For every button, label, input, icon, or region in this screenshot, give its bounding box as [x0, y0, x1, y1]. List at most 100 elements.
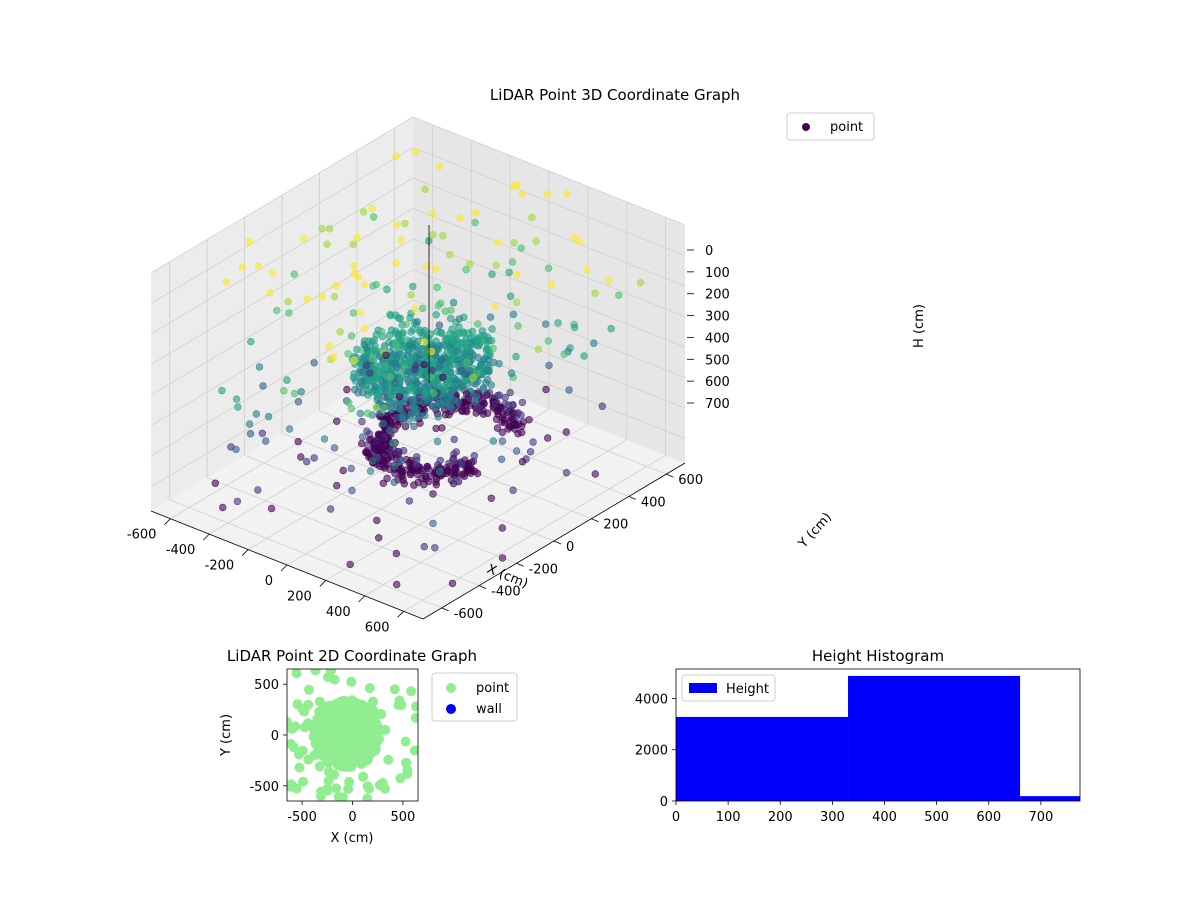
- points-2d: [287, 669, 418, 801]
- data-point-3d: [500, 416, 509, 424]
- data-point-2d: [323, 766, 334, 777]
- x-tick-label-2d: 0: [348, 810, 356, 825]
- data-point-3d: [498, 524, 506, 532]
- y-tick-mark-3d: [553, 540, 562, 545]
- data-point-3d: [512, 298, 521, 306]
- data-point-3d: [518, 398, 527, 407]
- data-point-3d: [290, 270, 298, 278]
- data-point-3d: [437, 356, 446, 364]
- data-point-3d: [348, 486, 356, 495]
- data-point-3d: [345, 398, 353, 407]
- data-point-3d: [446, 402, 454, 410]
- y-tick-mark-3d: [441, 607, 449, 612]
- data-point-3d: [356, 308, 365, 316]
- data-point-3d: [636, 279, 645, 287]
- data-point-2d: [362, 731, 373, 742]
- data-point-3d: [453, 376, 461, 384]
- data-point-3d: [266, 289, 274, 297]
- data-point-3d: [365, 376, 373, 385]
- y-tick-label-histogram: 2000: [635, 744, 668, 759]
- data-point-3d: [542, 385, 550, 394]
- data-point-3d: [395, 393, 404, 401]
- data-point-3d: [410, 422, 418, 431]
- data-point-3d: [360, 280, 369, 289]
- data-point-2d: [383, 754, 394, 765]
- data-point-3d: [534, 345, 543, 353]
- data-point-2d: [356, 743, 367, 754]
- grid-line-z: [150, 208, 414, 365]
- data-point-3d: [264, 412, 273, 421]
- data-point-3d: [343, 385, 351, 394]
- data-point-3d: [554, 319, 562, 327]
- legend-marker-point-3d: [802, 123, 810, 131]
- data-point-2d: [310, 669, 321, 676]
- data-point-3d: [300, 234, 308, 243]
- data-point-2d: [411, 701, 418, 712]
- data-point-3d: [504, 401, 512, 409]
- data-point-3d: [463, 390, 471, 398]
- data-point-3d: [360, 325, 369, 333]
- data-point-3d: [444, 466, 452, 474]
- y-tick-mark-3d: [666, 473, 674, 478]
- data-point-3d: [517, 428, 526, 437]
- y-tick-label-3d: 0: [566, 540, 574, 555]
- data-point-3d: [354, 273, 362, 281]
- data-point-3d: [416, 326, 424, 334]
- data-point-2d: [394, 695, 405, 706]
- data-point-3d: [509, 310, 518, 319]
- data-point-3d: [492, 261, 500, 269]
- data-point-3d: [429, 389, 438, 397]
- data-point-3d: [458, 366, 466, 375]
- data-point-3d: [407, 291, 415, 299]
- x-tick-label-3d: -400: [166, 543, 196, 558]
- x-tick-mark-3d: [164, 518, 171, 525]
- data-point-3d: [379, 479, 387, 487]
- data-point-3d: [370, 213, 378, 221]
- data-point-3d: [505, 268, 513, 277]
- data-point-3d: [511, 420, 519, 428]
- data-point-3d: [434, 381, 442, 389]
- data-point-3d: [408, 466, 417, 474]
- data-point-3d: [452, 448, 460, 456]
- data-point-3d: [390, 478, 398, 486]
- data-point-2d: [362, 793, 373, 801]
- data-point-3d: [429, 402, 437, 410]
- data-point-3d: [483, 366, 491, 375]
- data-point-3d: [435, 321, 444, 329]
- data-point-2d: [330, 752, 341, 763]
- data-point-3d: [509, 409, 517, 417]
- data-point-3d: [409, 343, 417, 351]
- y-axis-label-2d: Y (cm): [219, 714, 234, 757]
- data-point-2d: [364, 683, 375, 694]
- data-point-3d: [498, 437, 507, 445]
- data-point-3d: [380, 404, 389, 412]
- scatter-2d-chart: LiDAR Point 2D Coordinate Graph -500 0 500…: [219, 647, 518, 846]
- data-point-3d: [285, 425, 294, 433]
- data-point-3d: [453, 347, 461, 355]
- chart-title-histogram: Height Histogram: [812, 647, 944, 665]
- data-point-3d: [283, 376, 291, 384]
- data-point-3d: [349, 309, 358, 317]
- data-point-3d: [394, 447, 402, 456]
- y-tick-mark-3d: [628, 496, 637, 500]
- data-point-3d: [501, 393, 509, 402]
- data-point-3d: [303, 295, 311, 303]
- data-point-3d: [543, 434, 552, 442]
- data-point-3d: [428, 367, 437, 375]
- histogram-bar: [676, 716, 849, 801]
- data-point-3d: [294, 398, 303, 406]
- data-point-3d: [350, 356, 358, 364]
- data-point-3d: [510, 239, 518, 247]
- x-tick-mark-3d: [358, 595, 365, 603]
- data-point-3d: [420, 542, 428, 551]
- data-point-3d: [543, 190, 551, 198]
- data-point-3d: [380, 393, 388, 401]
- data-point-3d: [562, 469, 571, 477]
- data-point-3d: [234, 403, 242, 411]
- data-point-3d: [222, 278, 231, 286]
- data-point-2d: [304, 684, 314, 695]
- data-point-3d: [219, 503, 227, 512]
- data-point-3d: [434, 413, 442, 421]
- data-point-3d: [347, 332, 356, 340]
- legend-2d: point wall: [431, 672, 518, 722]
